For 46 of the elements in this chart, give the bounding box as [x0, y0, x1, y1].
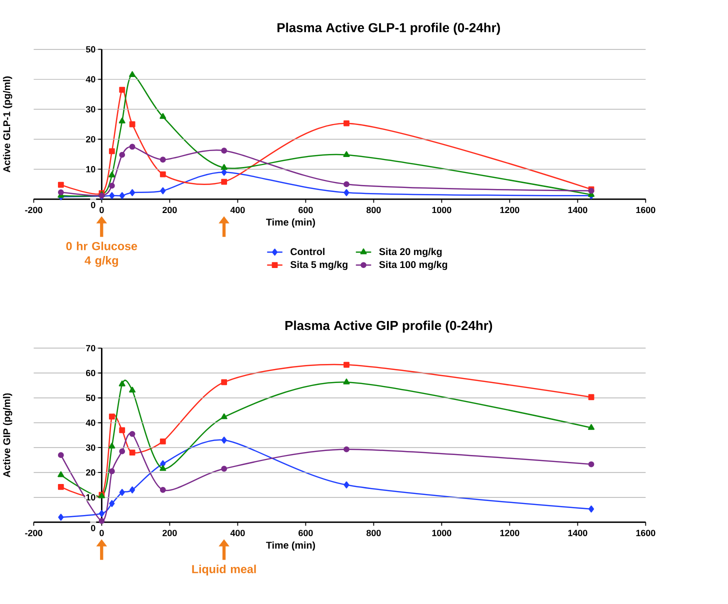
- y-tick-label: 60: [86, 370, 96, 376]
- legend-label: Sita 20 mg/kg: [379, 248, 442, 258]
- x-tick-label: 600: [298, 530, 313, 536]
- y-axis-title: Active GIP (pg/ml): [2, 393, 12, 478]
- y-tick-label: 20: [86, 136, 96, 142]
- x-tick-label: 400: [230, 530, 245, 536]
- legend-label: Control: [290, 248, 324, 256]
- legend-label: Sita 100 mg/kg: [379, 260, 448, 270]
- x-tick-label: 200: [162, 530, 177, 536]
- y-axis-title: Active GLP-1 (pg/ml): [2, 76, 12, 172]
- y-tick-label: 30: [86, 106, 96, 113]
- x-tick-label: 1400: [568, 530, 588, 536]
- x-tick-label: 400: [230, 206, 245, 214]
- legend-label: Sita 5 mg/kg: [290, 260, 348, 270]
- y-tick-label: 0: [91, 202, 96, 208]
- x-tick-label: 1000: [432, 530, 452, 536]
- y-tick-label: 70: [86, 345, 96, 352]
- x-tick-label: -200: [25, 530, 42, 536]
- x-tick-label: 800: [366, 206, 381, 214]
- x-tick-label: 200: [162, 206, 177, 214]
- x-axis-title: Time (min): [266, 542, 316, 551]
- y-tick-label: 40: [86, 420, 96, 426]
- text: Liquid meal: [192, 564, 256, 576]
- y-tick-label: 20: [86, 469, 96, 476]
- y-tick-label: 10: [86, 494, 96, 501]
- x-tick-label: 1400: [568, 206, 588, 214]
- x-tick-label: 600: [298, 206, 313, 214]
- chart-title: Plasma Active GIP profile (0-24hr): [285, 320, 492, 333]
- x-axis-title: Time (min): [266, 218, 316, 228]
- x-tick-label: 0: [100, 206, 104, 214]
- chart-title: Plasma Active GLP-1 profile (0-24hr): [277, 22, 500, 35]
- x-tick-label: 1600: [636, 530, 656, 536]
- y-tick-label: 50: [86, 394, 96, 402]
- y-tick-label: 40: [86, 76, 96, 83]
- text: 0 hr Glucose 4 g/kg: [66, 242, 138, 267]
- x-tick-label: -200: [25, 206, 42, 214]
- x-tick-label: 800: [366, 530, 381, 536]
- y-tick-label: 50: [86, 46, 96, 53]
- x-tick-label: 1600: [636, 206, 656, 214]
- y-tick-label: 0: [91, 524, 96, 532]
- x-tick-label: 1200: [500, 530, 520, 536]
- x-tick-label: 1000: [432, 206, 452, 214]
- x-tick-label: 1200: [500, 206, 520, 214]
- y-tick-label: 10: [86, 166, 96, 172]
- y-tick-label: 30: [86, 444, 96, 451]
- x-tick-label: 0: [100, 530, 104, 536]
